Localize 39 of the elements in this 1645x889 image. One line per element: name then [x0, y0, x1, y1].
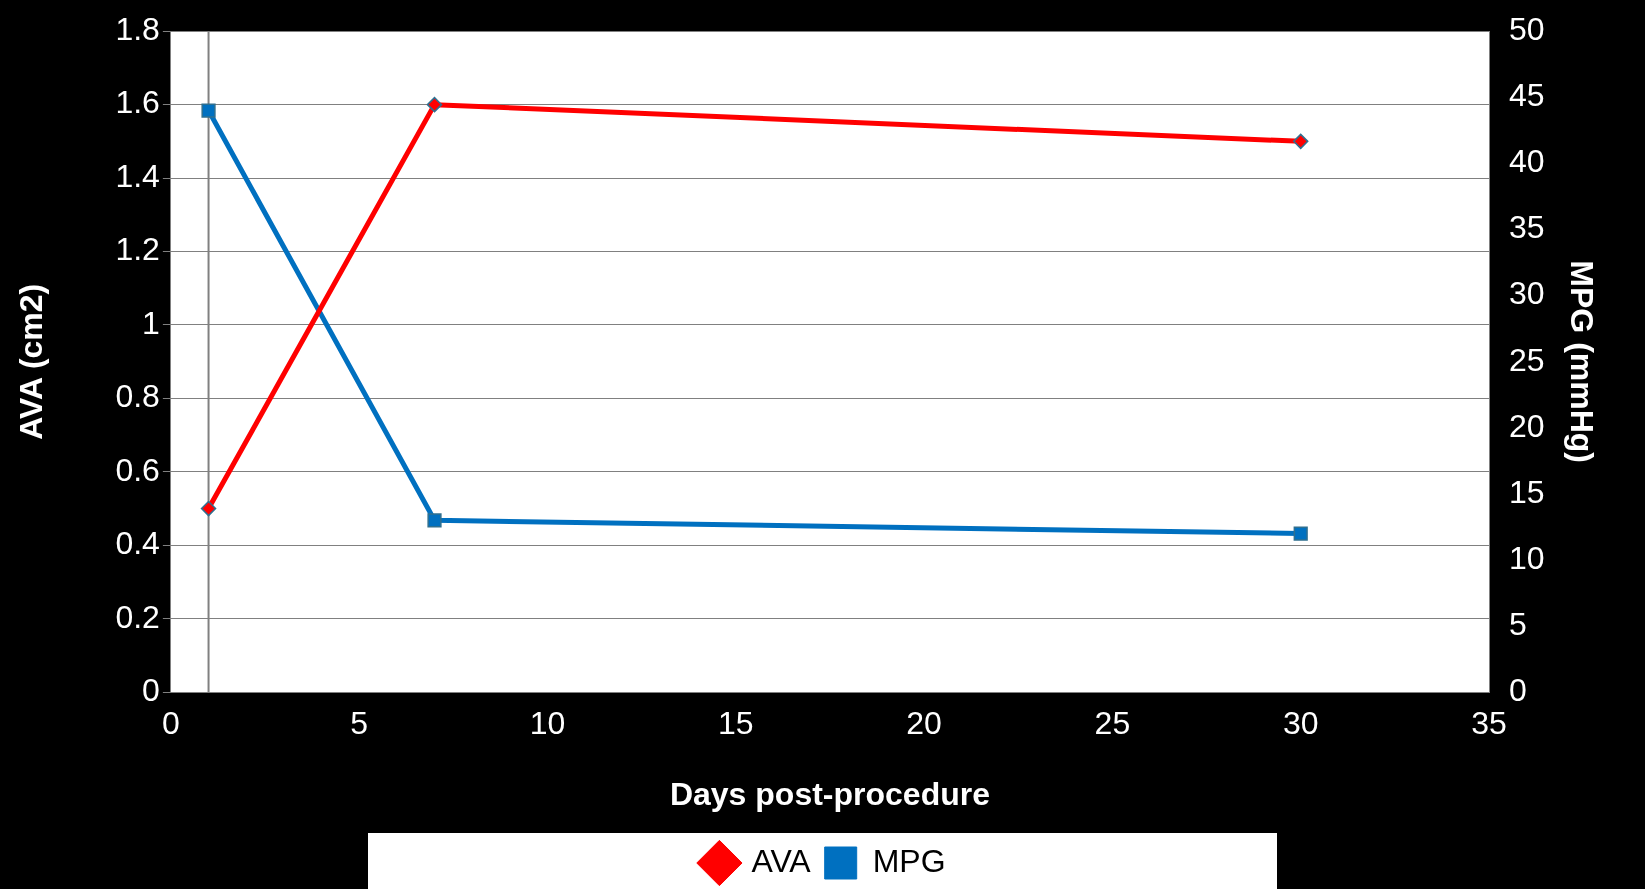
- x-tick-label: 20: [906, 705, 942, 742]
- point: [200, 500, 217, 517]
- legend-label: AVA: [751, 842, 812, 879]
- y2-tick-label: 5: [1509, 605, 1527, 642]
- y2-tick-label: 20: [1509, 407, 1545, 444]
- x-tick-label: 30: [1282, 705, 1319, 742]
- point: [1292, 133, 1309, 150]
- point: [427, 513, 442, 528]
- x-tick-label: 25: [1094, 705, 1131, 742]
- y2-tick-label: 15: [1509, 473, 1545, 510]
- y-tick-label: 1.8: [115, 11, 160, 48]
- y2-tick-label: 0: [1509, 672, 1527, 709]
- y2-tick-label: 45: [1509, 77, 1545, 114]
- y-tick-label: 0.6: [115, 451, 160, 488]
- y2-tick-label: 50: [1509, 11, 1545, 48]
- y2-tick-label: 25: [1509, 341, 1545, 378]
- y-tick-label: 1.6: [115, 84, 160, 121]
- y-tick-label: 1: [142, 304, 160, 341]
- x-tick-label: 35: [1471, 705, 1507, 742]
- x-axis-title: Days post-procedure: [669, 775, 990, 812]
- y-tick-label: 0.8: [115, 378, 160, 415]
- y-tick-label: 1.2: [115, 231, 160, 268]
- x-tick-label: 5: [350, 705, 369, 742]
- y2-tick-label: 40: [1509, 143, 1545, 180]
- x-tick-label: 10: [529, 705, 566, 742]
- y-tick-label: 0: [142, 672, 160, 709]
- x-tick-label: 15: [718, 705, 754, 742]
- y-axis-title: AVA (cm2): [13, 283, 50, 440]
- point: [201, 103, 216, 118]
- y2-tick-label: 10: [1509, 539, 1545, 576]
- y-tick-label: 0.2: [115, 598, 160, 635]
- point: [426, 96, 443, 113]
- y2-axis-title: MPG (mmHg): [1563, 260, 1600, 464]
- point: [1293, 526, 1308, 541]
- y-tick-label: 0.4: [115, 525, 160, 562]
- y-tick-label: 1.4: [115, 157, 160, 194]
- y2-tick-label: 35: [1509, 209, 1545, 246]
- y2-tick-label: 30: [1509, 275, 1545, 312]
- legend-label: MPG: [872, 842, 946, 879]
